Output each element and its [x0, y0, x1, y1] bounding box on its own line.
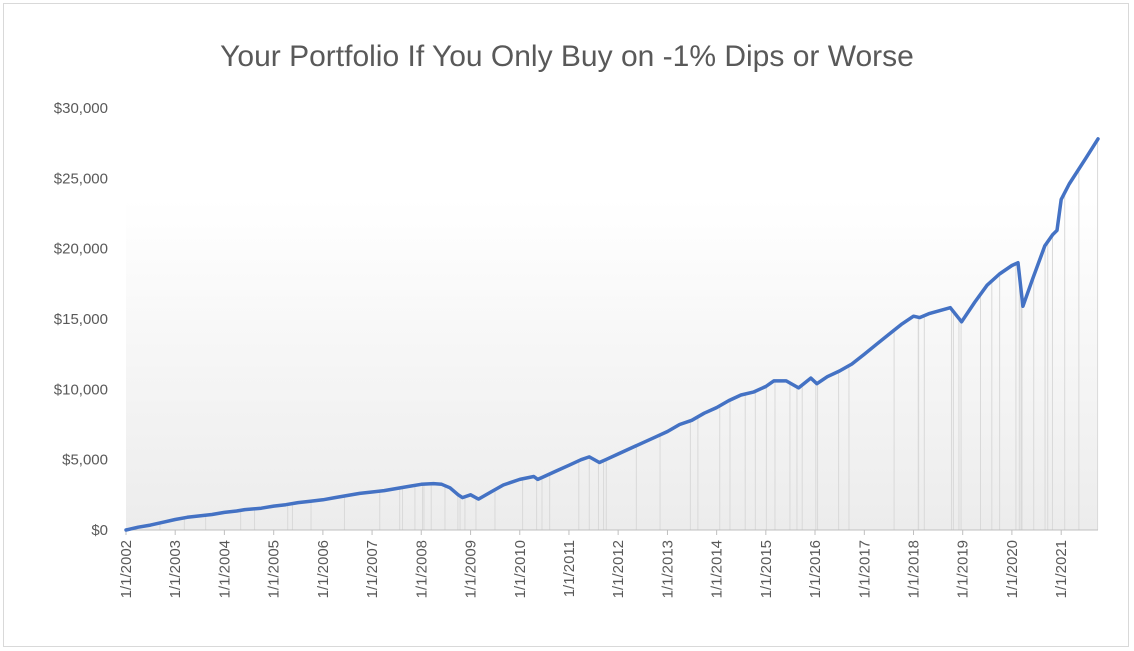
drop-lines	[127, 139, 1099, 530]
chart-canvas: Your Portfolio If You Only Buy on -1% Di…	[54, 40, 1100, 598]
plot-background	[126, 199, 1098, 530]
y-tick-label: $15,000	[54, 311, 108, 328]
x-tick-label: 1/1/2016	[807, 540, 824, 598]
x-axis-ticks: 1/1/2002 1/1/2003 1/1/2004 1/1/2005 1/1/2006…	[118, 530, 1070, 598]
x-tick-label: 1/1/2005	[266, 540, 283, 598]
x-tick-label: 1/1/2018	[906, 540, 923, 598]
y-tick-label: $5,000	[62, 452, 108, 469]
x-tick-label: 1/1/2021	[1053, 540, 1070, 598]
chart-title: Your Portfolio If You Only Buy on -1% Di…	[220, 40, 914, 73]
x-tick-label: 1/1/2011	[561, 540, 578, 597]
x-tick-label: 1/1/2008	[413, 540, 430, 598]
x-tick-label: 1/1/2020	[1004, 540, 1021, 598]
y-axis-ticks: $0 $5,000 $10,000 $15,000 $20,000 $25,000 $30,…	[54, 100, 108, 539]
y-tick-label: $10,000	[54, 381, 108, 398]
x-tick-label: 1/1/2014	[709, 540, 726, 598]
chart-area: Your Portfolio If You Only Buy on -1% Di…	[3, 3, 1129, 647]
x-tick-label: 1/1/2015	[758, 540, 775, 598]
y-tick-label: $30,000	[54, 100, 108, 117]
y-tick-label: $25,000	[54, 170, 108, 187]
x-tick-label: 1/1/2017	[856, 540, 873, 598]
series-line-portfolio-value	[124, 137, 1100, 532]
x-tick-label: 1/1/2013	[659, 540, 676, 598]
x-tick-label: 1/1/2006	[315, 540, 332, 598]
x-tick-label: 1/1/2010	[512, 540, 529, 598]
x-tick-label: 1/1/2004	[216, 540, 233, 598]
x-tick-label: 1/1/2009	[463, 540, 480, 598]
x-tick-label: 1/1/2012	[610, 540, 627, 598]
x-tick-label: 1/1/2007	[364, 540, 381, 598]
x-tick-label: 1/1/2003	[167, 540, 184, 598]
y-tick-label: $20,000	[54, 241, 108, 258]
x-tick-label: 1/1/2002	[118, 540, 135, 598]
x-tick-label: 1/1/2019	[955, 540, 972, 598]
y-tick-label: $0	[91, 522, 108, 539]
